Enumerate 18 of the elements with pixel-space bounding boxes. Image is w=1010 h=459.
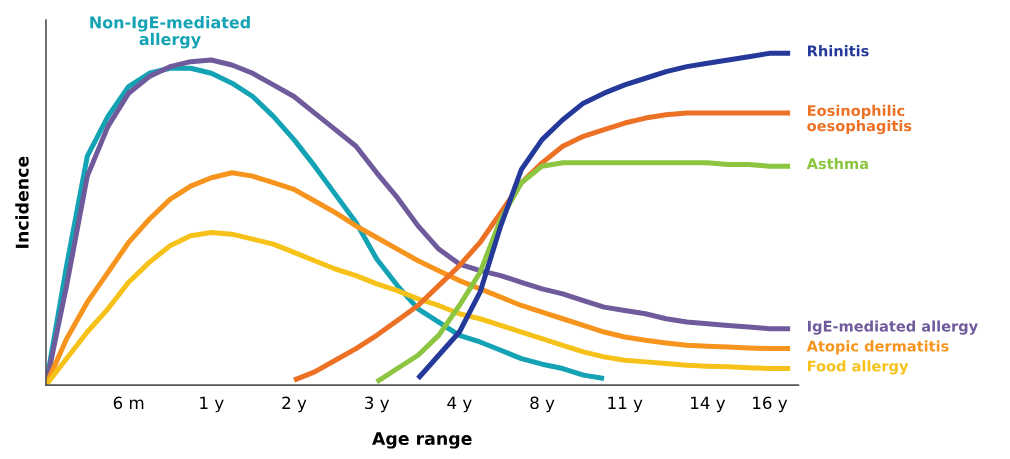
text: Non-IgE-mediated allergy xyxy=(90,16,250,49)
series-label: Atopic dermatitis xyxy=(806,340,949,355)
x-tick-label: 16 y xyxy=(753,396,788,413)
x-tick-label: 2 y xyxy=(282,396,307,413)
x-tick-label: 4 y xyxy=(447,396,472,413)
x-tick-label: 14 y xyxy=(691,396,726,413)
series-label: Asthma xyxy=(806,157,868,170)
x-tick-label: 11 y xyxy=(608,396,643,413)
series-label: Food allergy xyxy=(808,360,909,375)
x-tick-label: 3 y xyxy=(365,396,390,413)
series-label: Rhinitis xyxy=(808,45,869,57)
x-tick-label: 8 y xyxy=(530,396,555,413)
x-tick-label: 6 m xyxy=(113,396,144,410)
x-tick-label: 1 y xyxy=(200,396,224,413)
y-axis-title: Incidence xyxy=(15,156,29,248)
series-label: Eosinophilic oesophagitis xyxy=(807,104,912,135)
series-label: IgE-mediated allergy xyxy=(808,320,978,335)
x-axis-title: Age range xyxy=(372,432,472,449)
